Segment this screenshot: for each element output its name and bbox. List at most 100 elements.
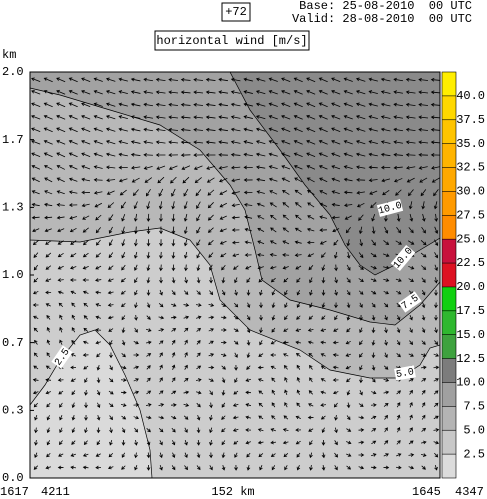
wind-arrow: [130, 90, 141, 94]
wind-arrow: [82, 278, 89, 282]
wind-field: [31, 77, 441, 471]
wind-arrow: [108, 390, 114, 395]
wind-arrow: [171, 390, 177, 395]
wind-arrow: [107, 202, 115, 209]
wind-arrow: [146, 390, 152, 395]
wind-arrow: [268, 127, 278, 132]
wind-arrow: [396, 414, 401, 420]
wind-arrow: [230, 152, 241, 157]
wind-arrow: [45, 278, 52, 282]
wind-arrow: [358, 214, 364, 221]
wind-arrow: [418, 166, 428, 170]
wind-arrow: [320, 353, 326, 357]
wind-arrow: [71, 402, 76, 409]
wind-arrow: [107, 303, 114, 307]
wind-arrow: [183, 390, 190, 395]
wind-arrow: [433, 365, 440, 370]
wind-arrow: [120, 390, 127, 395]
wind-arrow: [408, 278, 415, 282]
wind-arrow: [405, 77, 416, 82]
wind-arrow: [208, 365, 215, 370]
wind-arrow: [405, 152, 416, 157]
wind-arrow: [331, 165, 341, 170]
wind-arrow: [145, 188, 151, 197]
wind-arrow: [355, 102, 366, 107]
wind-arrow: [332, 228, 340, 233]
wind-arrow: [430, 77, 441, 82]
wind-arrow: [309, 289, 313, 296]
wind-arrow: [44, 228, 52, 233]
colorbar-segment: [442, 119, 456, 144]
wind-arrow: [43, 102, 53, 108]
wind-arrow: [159, 277, 163, 284]
wind-arrow: [196, 214, 201, 222]
wind-arrow: [283, 453, 289, 458]
wind-arrow: [296, 389, 301, 395]
wind-arrow: [396, 340, 401, 346]
wind-arrow: [31, 77, 41, 82]
wind-arrow: [193, 90, 204, 95]
wind-arrow: [93, 127, 103, 132]
wind-arrow: [284, 389, 288, 395]
wind-arrow: [194, 177, 202, 184]
wind-arrow: [159, 289, 163, 296]
wind-arrow: [371, 314, 376, 321]
wind-arrow: [333, 402, 338, 408]
x-label: 152 km: [211, 485, 254, 499]
wind-arrow: [32, 228, 40, 233]
wind-arrow: [82, 353, 89, 357]
wind-arrow: [309, 277, 313, 284]
wind-arrow: [57, 240, 64, 245]
wind-arrow: [346, 277, 351, 283]
wind-arrow: [295, 265, 302, 270]
wind-arrow: [355, 77, 366, 82]
wind-arrow: [268, 102, 278, 107]
wind-arrow: [133, 365, 140, 370]
wind-arrow: [31, 164, 41, 170]
wind-arrow: [306, 77, 316, 83]
wind-arrow: [245, 265, 252, 270]
colorbar-segment: [442, 382, 456, 407]
wind-arrow: [306, 114, 316, 120]
wind-arrow: [108, 239, 113, 247]
wind-arrow: [243, 152, 253, 157]
wind-arrow: [268, 77, 278, 82]
wind-arrow: [220, 328, 227, 332]
x-label: 1617: [0, 485, 29, 499]
colorbar-segment: [442, 143, 456, 168]
wind-arrow: [331, 152, 341, 157]
wind-arrow: [159, 264, 163, 272]
wind-arrow: [146, 226, 151, 235]
wind-arrow: [234, 289, 238, 296]
wind-arrow: [134, 327, 138, 333]
wind-arrow: [257, 240, 265, 245]
wind-arrow: [271, 402, 276, 408]
wind-arrow: [146, 264, 151, 272]
wind-arrow: [281, 77, 291, 82]
wind-arrow: [134, 264, 138, 271]
wind-arrow: [306, 127, 316, 133]
wind-arrow: [282, 253, 290, 257]
wind-arrow: [371, 428, 377, 432]
wind-arrow: [171, 328, 177, 332]
wind-arrow: [158, 188, 164, 197]
wind-arrow: [158, 390, 164, 395]
wind-arrow: [46, 402, 51, 408]
wind-arrow: [196, 427, 201, 434]
wind-arrow: [184, 339, 188, 345]
wind-arrow: [306, 89, 316, 95]
wind-arrow: [134, 465, 138, 471]
wind-arrow: [408, 465, 415, 470]
wind-arrow: [109, 439, 113, 446]
wind-arrow: [95, 328, 102, 332]
wind-arrow: [234, 364, 238, 371]
wind-arrow: [255, 152, 266, 157]
wind-arrow: [184, 440, 188, 446]
wind-arrow: [371, 290, 377, 295]
wind-arrow: [205, 90, 216, 95]
wind-arrow: [209, 414, 213, 421]
wind-arrow: [319, 190, 328, 195]
y-tick-label: 2.0: [2, 65, 24, 79]
wind-arrow: [43, 152, 53, 158]
wind-arrow: [143, 140, 154, 145]
